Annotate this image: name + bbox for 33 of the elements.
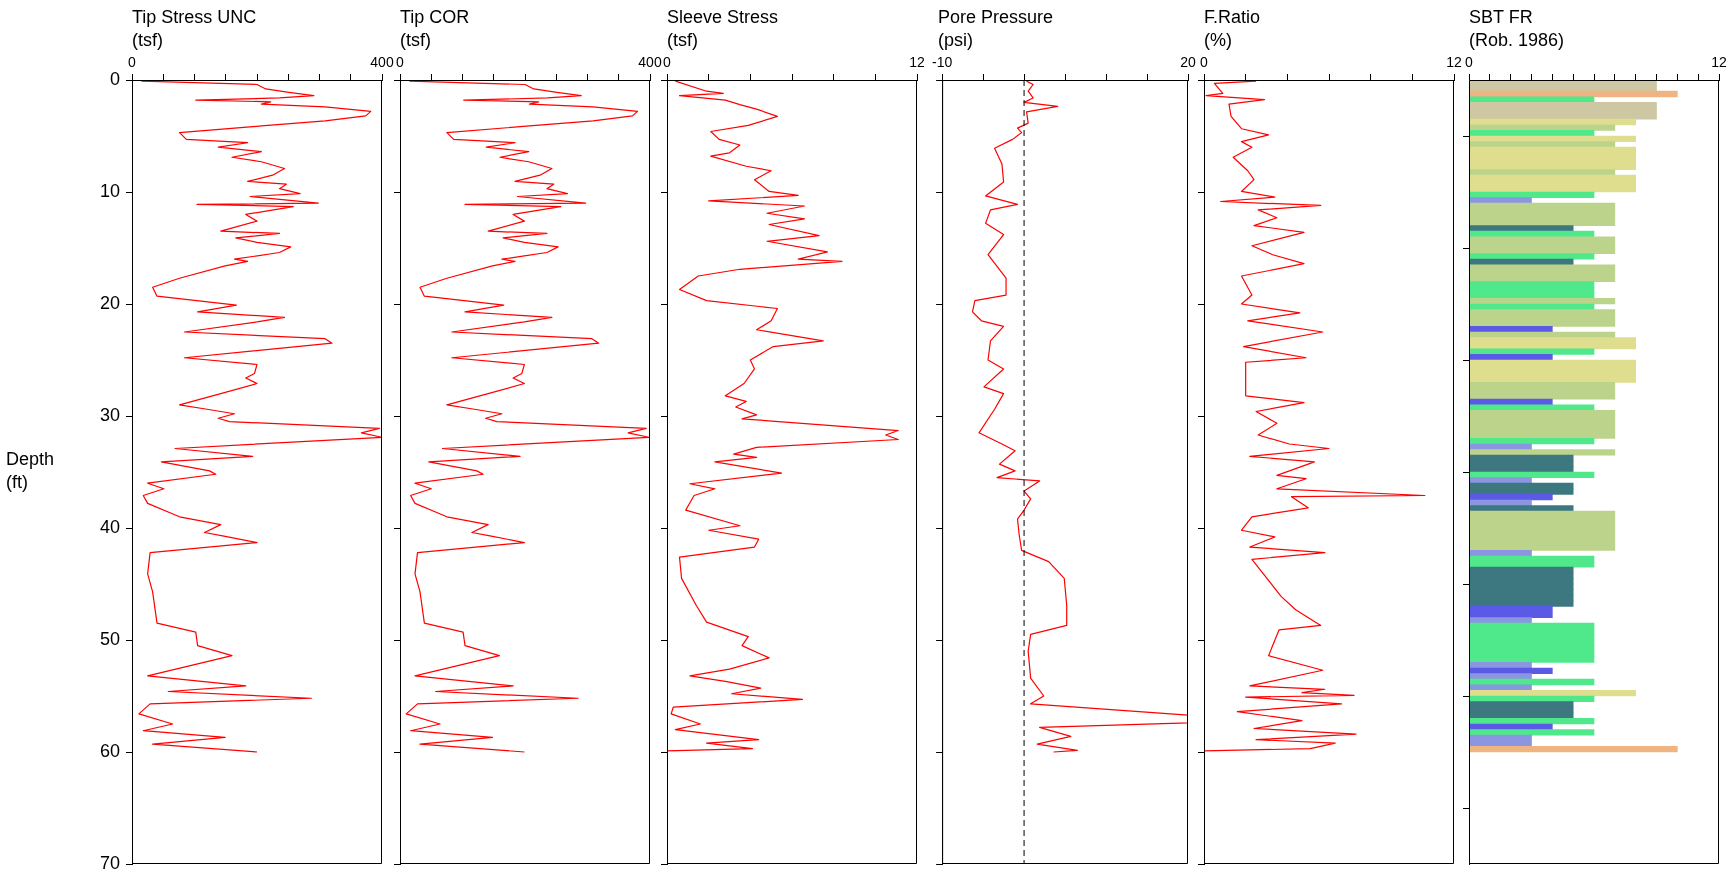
chart-title: Pore Pressure (938, 7, 1054, 27)
y-tick-label: 20 (99, 292, 120, 313)
y-tick-label: 30 (99, 404, 120, 425)
x-axis-title: (psi) (938, 30, 973, 50)
x-tick-label: 400 (370, 54, 394, 71)
x-tick-label: 400 (638, 54, 662, 71)
y-axis-title: Depth (ft) (5, 448, 56, 494)
x-axis-title: (tsf) (132, 30, 163, 50)
y-tick-label: 40 (99, 516, 120, 537)
y-tick-label: 70 (99, 852, 120, 873)
x-tick-label: 12 (909, 54, 925, 71)
x-tick-label: 12 (1711, 54, 1727, 71)
x-axis-title: (tsf) (667, 30, 698, 50)
x-tick-label: 0 (663, 54, 672, 71)
x-axis-title: (tsf) (400, 30, 431, 50)
chart-title: Tip COR (400, 7, 470, 27)
y-tick-label: 10 (99, 180, 120, 201)
chart-title: Sleeve Stress (667, 7, 779, 27)
y-tick-label: 50 (99, 628, 120, 649)
x-tick-label: 0 (1200, 54, 1209, 71)
x-tick-label: -10 (932, 54, 953, 71)
y-tick-label: 60 (99, 740, 120, 761)
x-axis-title: (%) (1204, 30, 1232, 50)
chart-title: SBT FR (1469, 7, 1533, 27)
chart-title: Tip Stress UNC (132, 7, 257, 27)
chart-title: F.Ratio (1204, 7, 1261, 27)
y-tick-label: 0 (109, 68, 120, 89)
x-tick-label: 12 (1446, 54, 1462, 71)
x-tick-label: 0 (1465, 54, 1474, 71)
x-tick-label: 20 (1180, 54, 1196, 71)
x-tick-label: 0 (128, 54, 137, 71)
x-axis-title: (Rob. 1986) (1469, 30, 1565, 50)
x-tick-label: 0 (396, 54, 405, 71)
